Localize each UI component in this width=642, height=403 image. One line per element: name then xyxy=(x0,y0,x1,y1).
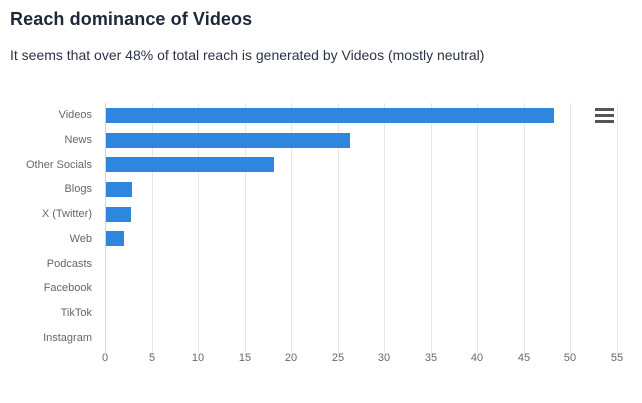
hamburger-menu-icon xyxy=(595,119,614,123)
category-label-blogs: Blogs xyxy=(64,183,92,196)
plot-area xyxy=(105,103,618,354)
x-axis-tick-label: 15 xyxy=(238,352,252,364)
export-menu-button[interactable] xyxy=(593,105,617,125)
category-label-other-socials: Other Socials xyxy=(25,158,92,171)
category-label-web: Web xyxy=(69,232,92,245)
category-label-facebook: Facebook xyxy=(43,282,92,295)
x-gridline xyxy=(524,103,525,354)
x-axis-tick-label: 35 xyxy=(424,352,438,364)
x-gridline xyxy=(152,103,153,354)
chart-subtitle: It seems that over 48% of total reach is… xyxy=(10,47,485,63)
x-gridline xyxy=(570,103,571,354)
bar-web[interactable] xyxy=(106,231,124,247)
category-label-news: News xyxy=(64,134,92,147)
chart-title: Reach dominance of Videos xyxy=(10,9,253,29)
y-axis-line xyxy=(105,103,106,354)
x-axis-tick-label: 55 xyxy=(610,352,624,364)
category-label-instagram: Instagram xyxy=(43,331,92,344)
category-label-videos: Videos xyxy=(58,109,92,122)
category-label-podcasts: Podcasts xyxy=(46,257,92,270)
bar-news[interactable] xyxy=(106,132,350,148)
x-gridline xyxy=(617,103,618,354)
x-gridline xyxy=(198,103,199,354)
x-axis-tick-label: 10 xyxy=(191,352,205,364)
x-gridline xyxy=(338,103,339,354)
x-axis-tick-label: 30 xyxy=(377,352,391,364)
x-axis-tick-label: 40 xyxy=(470,352,484,364)
x-axis-tick-label: 5 xyxy=(148,352,156,364)
x-axis-tick-label: 50 xyxy=(563,352,577,364)
category-label-tiktok: TikTok xyxy=(60,306,92,319)
x-gridline xyxy=(384,103,385,354)
x-axis-tick-label: 25 xyxy=(331,352,345,364)
bar-other-socials[interactable] xyxy=(106,157,274,173)
x-gridline xyxy=(245,103,246,354)
x-gridline xyxy=(291,103,292,354)
x-axis-tick-label: 20 xyxy=(284,352,298,364)
x-gridline xyxy=(477,103,478,354)
bar-videos[interactable] xyxy=(106,107,554,123)
bar-x-twitter[interactable] xyxy=(106,206,131,222)
bar-blogs[interactable] xyxy=(106,181,132,197)
hamburger-menu-icon xyxy=(595,107,614,111)
category-label-x-twitter: X (Twitter) xyxy=(41,208,92,221)
hamburger-menu-icon xyxy=(595,113,614,117)
x-axis-tick-label: 45 xyxy=(517,352,531,364)
x-gridline xyxy=(431,103,432,354)
x-axis-tick-label: 0 xyxy=(101,352,109,364)
